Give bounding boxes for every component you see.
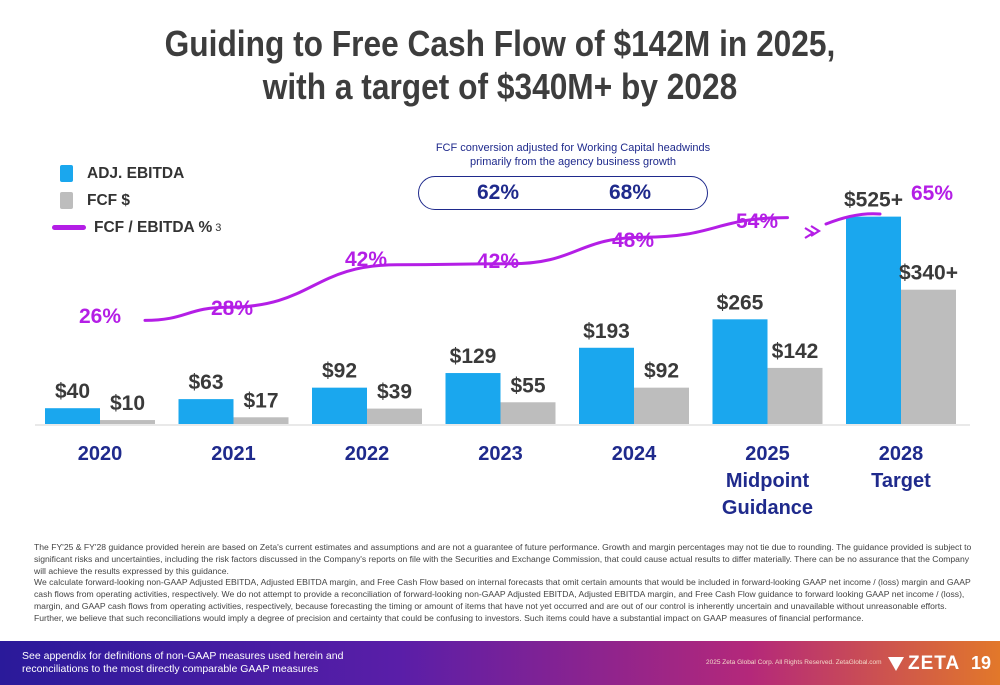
legend-ratio-label: FCF / EBITDA % <box>94 218 213 236</box>
footnote-paragraph-1: The FY'25 & FY'28 guidance provided here… <box>34 542 972 576</box>
ebitda-bar <box>445 373 501 424</box>
ebitda-bar <box>178 399 234 424</box>
note-line-1: FCF conversion adjusted for Working Capi… <box>435 142 711 154</box>
ebitda-bar <box>712 319 768 424</box>
fcf-value-label: $39 <box>377 381 412 404</box>
disclaimer-footnote: The FY'25 & FY'28 guidance provided here… <box>34 542 974 625</box>
ebitda-swatch <box>60 165 73 182</box>
legend-ratio-footnote-ref: 3 <box>215 221 222 234</box>
appendix-note: See appendix for definitions of non-GAAP… <box>22 650 343 676</box>
category-label: 2020 <box>78 443 123 465</box>
ebitda-value-label: $265 <box>717 291 764 314</box>
fcf-conversion-note: FCF conversion adjusted for Working Capi… <box>418 141 728 169</box>
title-line-2: with a target of $340M+ by 2028 <box>262 66 738 107</box>
legend-ebitda-label: ADJ. EBITDA <box>87 164 185 182</box>
chart-legend: ADJ. EBITDA FCF $ FCF / EBITDA % 3 <box>52 160 221 241</box>
slide-title: Guiding to Free Cash Flow of $142M in 20… <box>60 22 940 108</box>
ebitda-bar <box>45 408 100 424</box>
ebitda-value-label: $63 <box>188 371 223 394</box>
ratio-value-label: 28% <box>211 297 253 320</box>
fcf-ebitda-chart: $40 $10 2020 $63 $17 2021 $92 $39 2022 $129 $55 202… <box>35 182 970 519</box>
fcf-bar <box>901 289 956 424</box>
ebitda-value-label: $129 <box>450 345 497 368</box>
fcf-value-label: $340+ <box>899 262 958 285</box>
title-line-1: Guiding to Free Cash Flow of $142M in 20… <box>164 23 836 64</box>
fcf-bar <box>233 417 289 424</box>
ratio-value-label: 54% <box>736 210 778 233</box>
ebitda-value-label: $40 <box>55 380 90 403</box>
ratio-value-label: 26% <box>79 305 121 328</box>
zeta-logo-text: ZETA <box>908 653 961 674</box>
legend-fcf-label: FCF $ <box>87 191 131 209</box>
ebitda-value-label: $92 <box>322 360 357 383</box>
zeta-logo: ZETA <box>888 653 960 675</box>
fcf-ebitda-ratio-line <box>143 216 789 322</box>
copyright: 2025 Zeta Global Corp. All Rights Reserv… <box>706 659 882 666</box>
ratio-value-label: 48% <box>612 229 654 252</box>
pill-value-left: 62% <box>477 181 520 204</box>
legend-ebitda: ADJ. EBITDA <box>52 160 221 187</box>
category-label: Midpoint <box>726 470 810 492</box>
fcf-value-label: $92 <box>644 360 679 383</box>
category-label: 2028 <box>879 443 924 465</box>
fcf-value-label: $17 <box>243 389 278 412</box>
zeta-logo-icon <box>888 657 904 671</box>
ratio-value-label: 42% <box>477 250 519 273</box>
ebitda-bar <box>846 216 901 424</box>
fcf-bar <box>767 367 823 424</box>
appendix-note-line-1: See appendix for definitions of non-GAAP… <box>22 650 344 662</box>
category-label: Guidance <box>722 497 813 519</box>
fcf-bar <box>367 408 422 424</box>
pill-value-right: 68% <box>609 181 652 204</box>
category-label: 2023 <box>478 443 523 465</box>
fcf-value-label: $10 <box>110 392 145 415</box>
ratio-value-label: 42% <box>345 248 387 271</box>
footnote-paragraph-2: We calculate forward-looking non-GAAP Ad… <box>34 577 971 623</box>
appendix-note-line-2: reconciliations to the most directly com… <box>22 663 319 675</box>
ratio-line-swatch <box>52 225 86 230</box>
fcf-swatch <box>60 192 73 209</box>
fcf-value-label: $142 <box>772 340 819 363</box>
note-line-2: primarily from the agency business growt… <box>469 156 677 168</box>
ebitda-bar <box>579 347 634 424</box>
fcf-bar <box>634 387 689 424</box>
axis-break-icon <box>804 225 822 239</box>
fcf-value-label: $55 <box>510 374 545 397</box>
category-label: 2021 <box>211 443 256 465</box>
legend-ratio: FCF / EBITDA % 3 <box>52 214 221 241</box>
legend-fcf: FCF $ <box>52 187 221 214</box>
ebitda-value-label: $193 <box>583 320 630 343</box>
ebitda-bar <box>312 387 367 424</box>
category-label: 2022 <box>345 443 390 465</box>
fcf-bar <box>500 402 556 424</box>
category-label: 2024 <box>612 443 657 465</box>
adjusted-conversion-pill: 62% 68% <box>418 176 708 210</box>
ratio-line-target-segment <box>824 212 882 226</box>
ebitda-value-label: $525+ <box>844 189 903 212</box>
page-number: 19 <box>971 653 992 673</box>
footer-bar: See appendix for definitions of non-GAAP… <box>0 641 1000 685</box>
category-label: Target <box>871 470 931 492</box>
fcf-bar <box>100 420 155 424</box>
ratio-value-label: 65% <box>911 182 953 205</box>
category-label: 2025 <box>745 443 790 465</box>
